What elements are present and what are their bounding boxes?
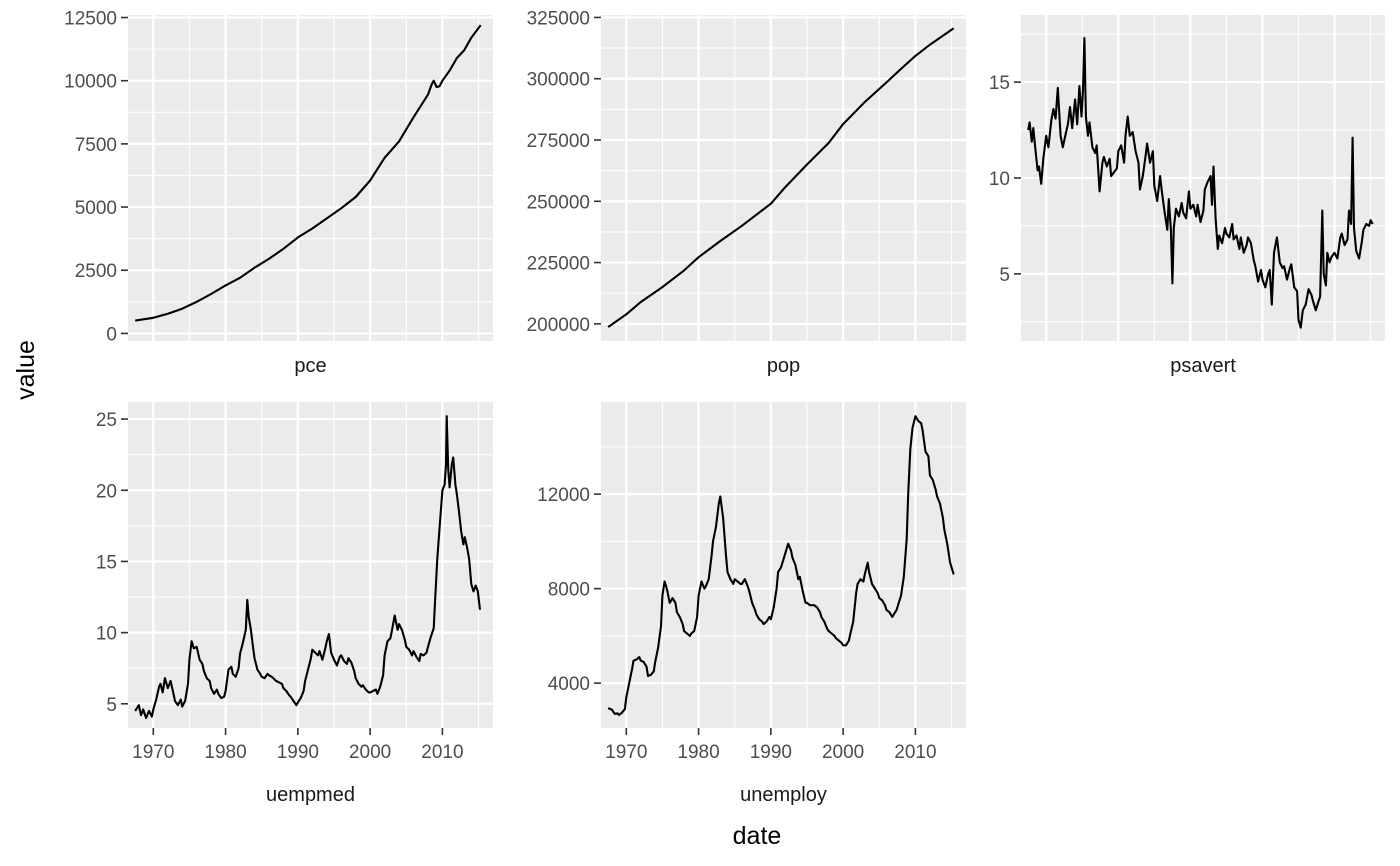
series-line-pce — [135, 24, 482, 322]
facet-label-pce: pce — [294, 355, 326, 377]
x-tick-label: 1980 — [677, 742, 719, 763]
panels-layer: 0 2500 5000 7500 10000 12500 pce 200000 225000 25… — [64, 8, 1385, 806]
x-tick-label: 1980 — [204, 742, 246, 763]
y-tick-label: 10000 — [64, 72, 117, 93]
panel-background — [128, 15, 493, 341]
y-tick-label: 25 — [96, 410, 117, 431]
x-tick-label: 1970 — [605, 742, 647, 763]
y-tick-label: 12000 — [537, 485, 590, 506]
y-tick-label: 2500 — [75, 261, 117, 282]
y-tick-label: 225000 — [527, 254, 590, 275]
y-tick-label: 15 — [989, 73, 1010, 94]
x-axis-title: date — [733, 822, 782, 850]
x-tick-label: 2010 — [894, 742, 936, 763]
y-tick-label: 10 — [989, 169, 1010, 190]
panel-psavert: 5 10 15 psavert — [989, 15, 1385, 377]
y-tick-label: 0 — [106, 324, 117, 345]
panel-pce: 0 2500 5000 7500 10000 12500 pce — [64, 9, 493, 377]
y-tick-label: 20 — [96, 481, 117, 502]
x-tick-label: 1990 — [750, 742, 792, 763]
x-tick-label: 1990 — [277, 742, 319, 763]
series-line-uempmed — [134, 415, 482, 720]
y-tick-label: 15 — [96, 552, 117, 573]
y-tick-label: 7500 — [75, 135, 117, 156]
series-line-psavert — [1027, 36, 1374, 329]
y-tick-label: 325000 — [527, 8, 590, 29]
y-tick-label: 5000 — [75, 198, 117, 219]
x-tick-label: 2000 — [349, 742, 391, 763]
panel-uempmed: 5 10 15 20 25 1970 1980 1990 2000 2010 uempmed — [96, 402, 493, 806]
facet-label-uempmed: uempmed — [266, 784, 355, 806]
x-tick-label: 2010 — [421, 742, 463, 763]
y-tick-label: 275000 — [527, 131, 590, 152]
y-tick-label: 250000 — [527, 192, 590, 213]
y-tick-label: 4000 — [548, 674, 590, 695]
y-tick-label: 5 — [106, 695, 117, 716]
y-tick-label: 12500 — [64, 9, 117, 30]
y-tick-label: 8000 — [548, 580, 590, 601]
panel-background — [128, 402, 493, 728]
facet-label-psavert: psavert — [1170, 355, 1236, 377]
y-axis-title: value — [12, 340, 40, 400]
panel-unemploy: 4000 8000 12000 1970 1980 1990 2000 2010 unemplo… — [537, 402, 966, 806]
x-tick-label: 1970 — [132, 742, 174, 763]
x-tick-label: 2000 — [822, 742, 864, 763]
series-line-unemploy — [607, 415, 955, 717]
facet-label-unemploy: unemploy — [740, 784, 827, 806]
y-tick-label: 300000 — [527, 70, 590, 91]
y-tick-label: 5 — [999, 265, 1010, 286]
facet-label-pop: pop — [767, 355, 800, 377]
y-tick-label: 200000 — [527, 315, 590, 336]
series-line-pop — [607, 27, 955, 328]
y-tick-label: 10 — [96, 624, 117, 645]
panel-pop: 200000 225000 250000 275000 300000 325000 pop — [527, 8, 966, 377]
